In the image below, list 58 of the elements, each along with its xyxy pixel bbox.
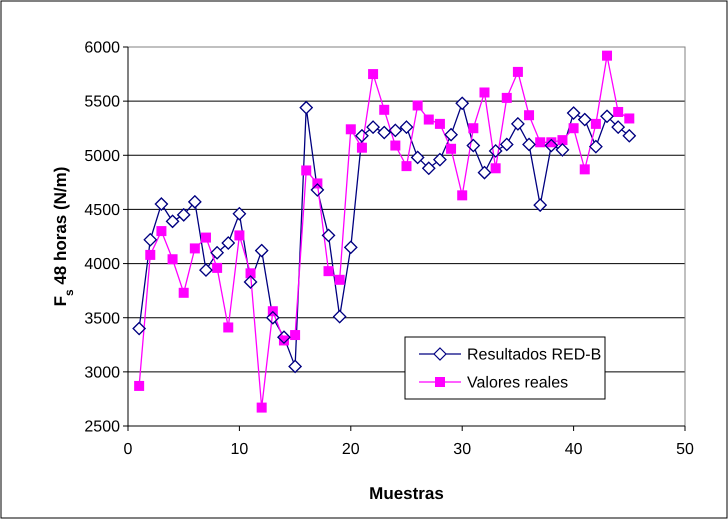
- point: [446, 144, 456, 154]
- point: [346, 124, 356, 134]
- point: [368, 69, 378, 80]
- point: [145, 250, 156, 260]
- point: [590, 118, 601, 129]
- point: [557, 135, 568, 146]
- point: [580, 164, 590, 174]
- legend-label: Valores reales: [467, 374, 568, 392]
- point: [402, 161, 412, 172]
- x-tick-label: 50: [676, 441, 694, 458]
- point: [479, 87, 490, 98]
- x-tick-label: 0: [124, 441, 133, 458]
- point: [490, 163, 501, 174]
- y-tick-label: 5000: [84, 148, 120, 165]
- point: [301, 165, 312, 176]
- point: [178, 288, 189, 298]
- x-tick-label: 40: [564, 441, 583, 458]
- point: [223, 322, 234, 332]
- point: [246, 268, 256, 278]
- point: [234, 230, 244, 240]
- point: [156, 226, 166, 236]
- point: [334, 274, 345, 285]
- y-tick-label: 6000: [84, 40, 120, 57]
- point: [200, 232, 211, 243]
- point: [457, 190, 468, 200]
- point: [502, 92, 512, 103]
- point: [212, 262, 222, 273]
- x-axis-title: Muestras: [369, 484, 444, 503]
- legend-label: Resultados RED-B: [467, 346, 602, 364]
- point: [613, 106, 624, 117]
- y-tick-label: 4500: [84, 202, 120, 220]
- y-tick-label: 3000: [84, 364, 120, 382]
- point: [602, 50, 612, 61]
- point: [290, 330, 300, 340]
- point: [624, 113, 634, 124]
- point: [390, 140, 400, 151]
- point: [190, 243, 200, 254]
- point: [324, 266, 334, 276]
- point: [134, 380, 144, 391]
- point: [256, 402, 267, 413]
- point: [379, 104, 390, 115]
- x-tick-label: 10: [230, 441, 248, 458]
- point: [356, 142, 367, 153]
- point: [168, 254, 178, 264]
- point: [468, 123, 478, 134]
- y-tick-label: 5500: [84, 94, 120, 111]
- point: [512, 66, 523, 77]
- y-tick-label: 3500: [84, 310, 120, 328]
- point: [568, 123, 579, 134]
- point: [524, 110, 534, 120]
- point: [535, 137, 546, 148]
- x-tick-label: 30: [453, 441, 472, 458]
- y-tick-label: 4000: [84, 256, 120, 274]
- point: [434, 118, 445, 129]
- x-tick-label: 20: [342, 441, 360, 458]
- y-tick-label: 2500: [84, 418, 120, 436]
- point: [412, 100, 423, 110]
- point: [424, 114, 434, 125]
